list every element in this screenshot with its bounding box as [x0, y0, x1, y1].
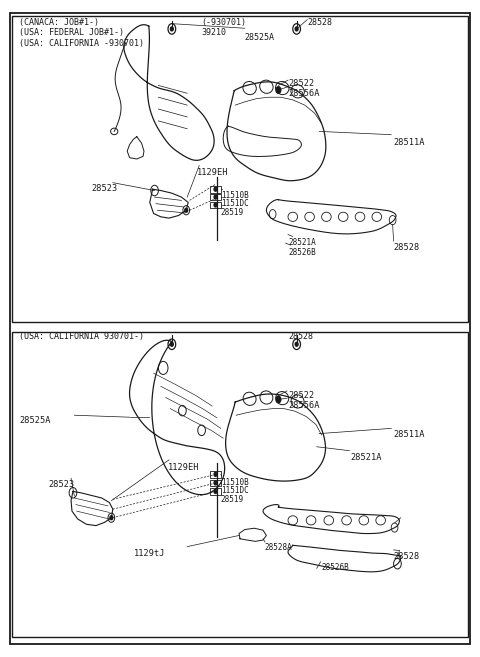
Bar — [210, 488, 221, 495]
Text: 28526B: 28526B — [288, 248, 316, 257]
Text: 28519: 28519 — [221, 495, 244, 504]
Text: 28521A: 28521A — [288, 238, 316, 248]
Text: 1129tJ: 1129tJ — [134, 549, 166, 558]
Text: 28519: 28519 — [221, 208, 244, 217]
Text: 28511A: 28511A — [394, 430, 425, 440]
Text: 28522: 28522 — [288, 79, 314, 88]
Text: 28525A: 28525A — [19, 416, 51, 425]
Text: 28556A: 28556A — [288, 89, 320, 99]
Text: 28528: 28528 — [394, 552, 420, 561]
Circle shape — [110, 516, 113, 520]
Text: 39210: 39210 — [202, 28, 227, 37]
Text: 28523: 28523 — [48, 480, 74, 489]
Text: 1129EH: 1129EH — [197, 168, 228, 177]
Text: 1151DC: 1151DC — [221, 199, 249, 208]
Text: 28525A: 28525A — [245, 33, 275, 42]
Text: 28523: 28523 — [91, 184, 118, 193]
Text: 28528: 28528 — [288, 332, 313, 341]
Bar — [12, 332, 468, 637]
Text: (USA: CALIFORNIA 930701-): (USA: CALIFORNIA 930701-) — [19, 332, 144, 341]
Circle shape — [214, 472, 217, 476]
Text: 28528A: 28528A — [264, 543, 292, 553]
Circle shape — [185, 208, 188, 212]
Circle shape — [214, 481, 217, 485]
Bar — [210, 471, 221, 478]
Circle shape — [214, 489, 217, 493]
Text: (CANACA: JOB#1-): (CANACA: JOB#1-) — [19, 18, 99, 27]
Bar — [210, 186, 221, 193]
Text: (USA: FEDERAL JOB#1-): (USA: FEDERAL JOB#1-) — [19, 28, 124, 37]
Text: 1151DC: 1151DC — [221, 486, 249, 495]
Text: 28521A: 28521A — [350, 453, 382, 463]
Text: 28528: 28528 — [307, 18, 332, 27]
Circle shape — [170, 342, 173, 346]
Bar — [210, 480, 221, 486]
Circle shape — [295, 27, 298, 31]
Circle shape — [214, 187, 217, 191]
Bar — [210, 202, 221, 208]
Text: 1129EH: 1129EH — [168, 463, 200, 472]
Bar — [12, 16, 468, 322]
Text: 28528: 28528 — [394, 243, 420, 252]
Text: (USA: CALIFORNIA -930701): (USA: CALIFORNIA -930701) — [19, 39, 144, 48]
Circle shape — [295, 342, 298, 346]
Text: 28526B: 28526B — [322, 563, 349, 572]
Circle shape — [170, 27, 173, 31]
Bar — [210, 194, 221, 200]
Text: 11510B: 11510B — [221, 478, 249, 487]
Circle shape — [276, 396, 281, 403]
Text: 28511A: 28511A — [394, 138, 425, 147]
Text: 11510B: 11510B — [221, 191, 249, 200]
Text: 28556A: 28556A — [288, 401, 320, 410]
Text: (-930701): (-930701) — [202, 18, 247, 27]
Text: 28522: 28522 — [288, 391, 314, 400]
Circle shape — [214, 195, 217, 199]
Circle shape — [214, 203, 217, 207]
Circle shape — [276, 87, 281, 93]
